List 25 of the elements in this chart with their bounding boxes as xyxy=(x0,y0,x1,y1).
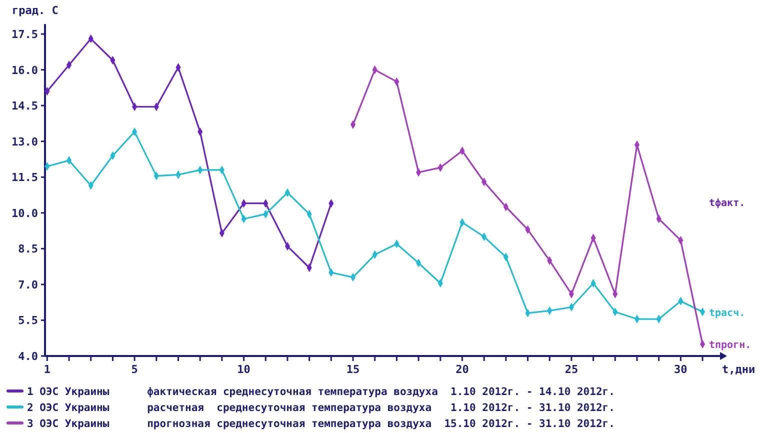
x-tick-label: 30 xyxy=(674,363,688,376)
annotation: tпрогн. xyxy=(709,340,752,351)
y-tick-label: 13.0 xyxy=(12,135,38,148)
x-tick-label: 15 xyxy=(346,363,360,376)
x-tick-label: 10 xyxy=(237,363,250,376)
y-tick-label: 14.5 xyxy=(12,100,38,113)
legend-label: 2 ОЭС Украины расчетная среднесуточная температура воздуха 1.10 2012г. - 31.10 2012г. xyxy=(27,402,615,414)
y-tick-label: 7.0 xyxy=(18,278,38,292)
y-tick-label: 11.5 xyxy=(12,171,38,184)
x-tick-label: 20 xyxy=(456,363,469,376)
annotation: tфакт. xyxy=(709,198,746,209)
legend-label: 3 ОЭС Украины прогнозная среднесуточная температура воздуха 15.10 2012г. - 31.10 2012г. xyxy=(27,418,615,430)
x-axis-title: t,дни xyxy=(722,363,756,376)
x-tick-label: 1 xyxy=(44,363,51,376)
y-tick-label: 16.0 xyxy=(12,64,38,77)
x-tick-label: 25 xyxy=(564,363,578,376)
y-tick-label: 4.0 xyxy=(18,350,38,363)
y-tick-label: 5.5 xyxy=(18,314,38,328)
y-tick-label: 10.0 xyxy=(12,206,38,220)
y-axis-title: град. С xyxy=(12,4,58,17)
annotation: tрасч. xyxy=(709,308,746,319)
y-tick-label: 8.5 xyxy=(18,242,38,256)
x-tick-label: 5 xyxy=(131,363,138,376)
y-tick-label: 17.5 xyxy=(12,28,38,42)
legend-label: 1 ОЭС Украины фактическая среднесуточная температура воздуха 1.10 2012г. - 14.10 2012г. xyxy=(27,386,615,398)
